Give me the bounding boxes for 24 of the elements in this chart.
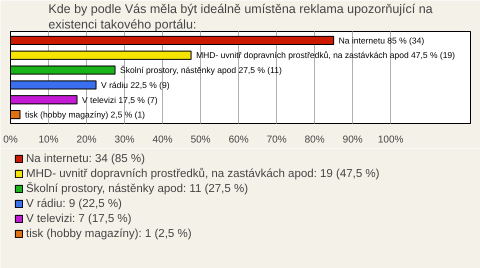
- x-tick-label: 30%: [114, 134, 135, 146]
- data-label: Na internetu 85 % (34): [338, 35, 424, 46]
- legend-label: Školní prostory, nástěnky apod: 11 (27,5 %): [26, 182, 248, 195]
- x-tick-label: 10%: [38, 134, 59, 146]
- data-label: tisk (hobby magazíny) 2,5 % (1): [25, 110, 146, 120]
- legend-label: V televizi: 7 (17,5 %): [26, 212, 132, 225]
- x-tick-label: 100%: [378, 134, 404, 146]
- legend-label: MHD- uvnitř dopravních prostředků, na zastávkách apod: 19 (47,5 %): [26, 167, 380, 180]
- data-label: V televizi 17,5 % (7): [82, 94, 158, 105]
- chart-title: Kde by podle Vás měla být ideálně umístěna reklama upozorňující na existenci takového portálu:: [48, 2, 433, 32]
- legend-label: V rádiu: 9 (22,5 %): [26, 197, 122, 210]
- data-label: Školní prostory, nástěnky apod 27,5 % (11): [120, 65, 282, 76]
- data-label: V rádiu 22,5 % (9): [101, 80, 170, 90]
- data-label: MHD- uvnitř dopravních prostředků, na zastávkách apod 47,5 % (19): [196, 50, 456, 60]
- legend-label: tisk (hobby magazíny): 1 (2,5 %): [26, 227, 192, 240]
- x-tick-label: 90%: [342, 134, 363, 146]
- x-tick-label: 50%: [190, 134, 211, 146]
- x-tick-label: 40%: [152, 134, 173, 146]
- x-tick-label: 20%: [76, 134, 97, 146]
- x-tick-label: 80%: [304, 134, 325, 146]
- x-tick-label: 70%: [266, 134, 287, 146]
- x-tick-label: 60%: [228, 134, 249, 146]
- legend-label: Na internetu: 34 (85 %): [26, 152, 145, 165]
- x-tick-label: 0%: [3, 134, 18, 146]
